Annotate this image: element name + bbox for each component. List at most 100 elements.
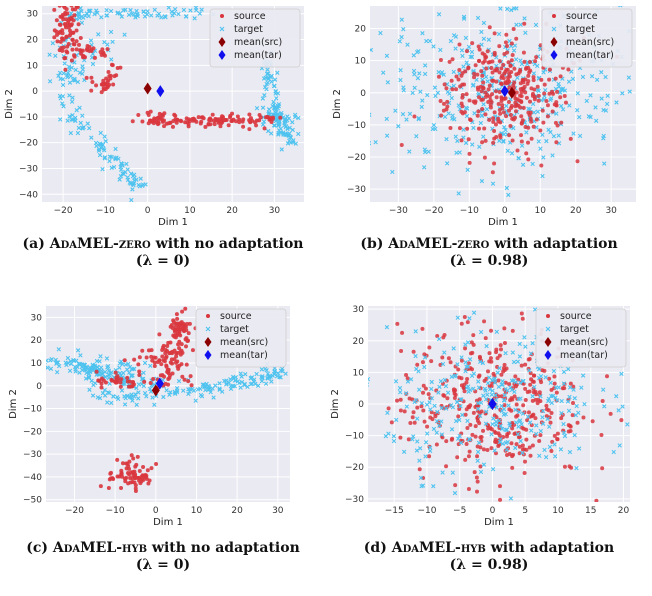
target-point	[428, 407, 433, 412]
source-point	[510, 328, 515, 333]
x-tick-label: 20	[226, 206, 238, 216]
target-point	[46, 358, 49, 363]
target-point	[477, 413, 483, 418]
source-point	[457, 126, 462, 131]
target-point	[419, 484, 424, 489]
target-point	[542, 447, 547, 453]
target-point	[124, 367, 130, 372]
source-point	[159, 362, 164, 367]
source-point	[417, 467, 422, 472]
target-point	[501, 406, 507, 412]
target-point	[427, 445, 433, 450]
source-point	[411, 410, 416, 415]
target-point	[525, 414, 531, 420]
source-point	[503, 40, 508, 45]
y-tick-label: −50	[23, 496, 42, 506]
legend-target-marker	[205, 326, 211, 332]
source-point	[466, 361, 471, 366]
source-point	[526, 73, 531, 78]
target-point	[76, 125, 82, 131]
target-point	[260, 105, 266, 110]
target-point	[152, 402, 157, 407]
target-point	[224, 378, 229, 383]
target-point	[75, 130, 81, 136]
target-point	[67, 114, 72, 119]
source-point	[166, 382, 171, 387]
source-point	[520, 443, 525, 448]
source-point	[466, 454, 471, 459]
source-point	[428, 415, 433, 420]
source-point	[554, 102, 559, 107]
source-point	[505, 50, 510, 55]
target-point	[453, 134, 458, 139]
source-point	[481, 447, 486, 452]
source-point	[474, 398, 479, 403]
target-point	[466, 44, 472, 50]
target-point	[479, 29, 484, 35]
source-point	[529, 423, 534, 428]
source-point	[507, 382, 512, 387]
source-point	[106, 486, 111, 491]
target-point	[508, 496, 514, 501]
target-point	[603, 74, 608, 80]
source-point	[507, 85, 512, 90]
y-tick-label: 20	[27, 36, 39, 46]
target-point	[68, 11, 74, 16]
target-point	[573, 412, 579, 418]
legend-label: target	[234, 24, 263, 35]
target-point	[577, 133, 583, 139]
source-point	[460, 104, 465, 109]
source-point	[459, 358, 464, 363]
target-point	[523, 30, 528, 35]
source-point	[420, 360, 425, 365]
target-point	[500, 378, 505, 384]
source-point	[499, 95, 504, 100]
target-point	[429, 386, 434, 392]
source-point	[514, 109, 519, 114]
source-point	[441, 335, 446, 340]
target-point	[65, 72, 70, 78]
caption-c-method: AdaMEL-hyb	[52, 540, 148, 556]
source-point	[523, 77, 528, 82]
x-tick-label: 10	[191, 506, 203, 516]
target-point	[415, 76, 421, 81]
source-point	[492, 110, 497, 115]
target-point	[503, 440, 509, 446]
legend-mean-src-marker	[544, 337, 552, 347]
source-point	[125, 461, 130, 466]
target-point	[438, 47, 443, 53]
source-point	[137, 355, 142, 360]
target-point	[449, 427, 455, 432]
target-point	[262, 85, 268, 90]
source-point	[468, 351, 473, 356]
target-point	[464, 385, 470, 391]
target-point	[483, 74, 489, 80]
target-point	[440, 361, 446, 367]
target-point	[164, 388, 169, 393]
source-point	[481, 428, 486, 433]
target-point	[80, 113, 85, 118]
source-point	[512, 80, 517, 85]
source-point	[456, 367, 461, 372]
caption-b-text: with adaptation	[494, 236, 618, 252]
target-point	[68, 73, 74, 79]
source-point	[493, 122, 498, 127]
target-point	[459, 355, 464, 360]
source-point	[160, 117, 165, 122]
source-point	[497, 353, 502, 358]
target-point	[424, 402, 430, 407]
source-point	[500, 106, 505, 111]
source-point	[170, 124, 175, 129]
source-point	[475, 113, 480, 118]
source-point	[161, 345, 166, 350]
source-point	[567, 464, 572, 469]
legend-mean-tar-marker	[550, 50, 558, 60]
target-point	[265, 375, 270, 380]
source-point	[454, 87, 459, 92]
source-point	[110, 63, 115, 68]
target-point	[497, 365, 502, 371]
x-tick-label: 30	[605, 206, 617, 216]
source-point	[498, 343, 503, 348]
target-point	[269, 79, 274, 84]
source-point	[478, 464, 483, 469]
